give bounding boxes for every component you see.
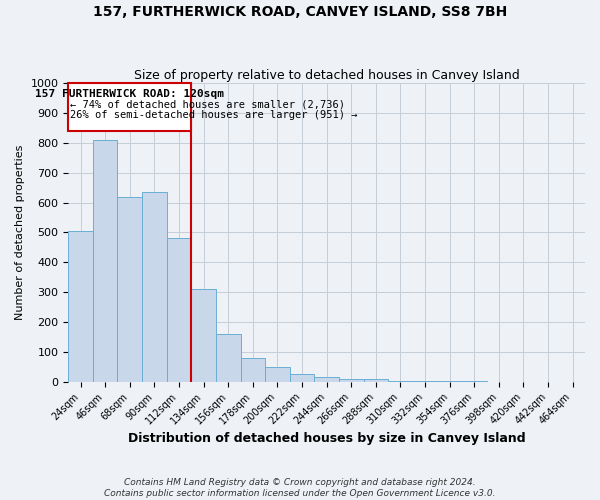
Bar bbox=[191, 289, 216, 382]
Bar bbox=[216, 334, 241, 382]
Bar bbox=[314, 377, 339, 382]
Bar bbox=[167, 238, 191, 382]
Bar bbox=[290, 374, 314, 382]
Bar bbox=[413, 381, 437, 382]
Bar bbox=[364, 380, 388, 382]
Bar bbox=[93, 140, 118, 382]
Bar bbox=[388, 380, 413, 382]
Text: Contains HM Land Registry data © Crown copyright and database right 2024.
Contai: Contains HM Land Registry data © Crown c… bbox=[104, 478, 496, 498]
Bar bbox=[265, 368, 290, 382]
Text: ← 74% of detached houses are smaller (2,736): ← 74% of detached houses are smaller (2,… bbox=[70, 100, 344, 110]
Text: 26% of semi-detached houses are larger (951) →: 26% of semi-detached houses are larger (… bbox=[70, 110, 357, 120]
Y-axis label: Number of detached properties: Number of detached properties bbox=[15, 145, 25, 320]
Bar bbox=[142, 192, 167, 382]
Bar bbox=[118, 196, 142, 382]
Title: Size of property relative to detached houses in Canvey Island: Size of property relative to detached ho… bbox=[134, 69, 520, 82]
Text: 157 FURTHERWICK ROAD: 120sqm: 157 FURTHERWICK ROAD: 120sqm bbox=[35, 89, 224, 99]
Bar bbox=[68, 231, 93, 382]
FancyBboxPatch shape bbox=[68, 83, 191, 131]
Bar bbox=[437, 381, 462, 382]
Bar bbox=[241, 358, 265, 382]
Text: 157, FURTHERWICK ROAD, CANVEY ISLAND, SS8 7BH: 157, FURTHERWICK ROAD, CANVEY ISLAND, SS… bbox=[93, 5, 507, 19]
Bar bbox=[339, 378, 364, 382]
X-axis label: Distribution of detached houses by size in Canvey Island: Distribution of detached houses by size … bbox=[128, 432, 526, 445]
